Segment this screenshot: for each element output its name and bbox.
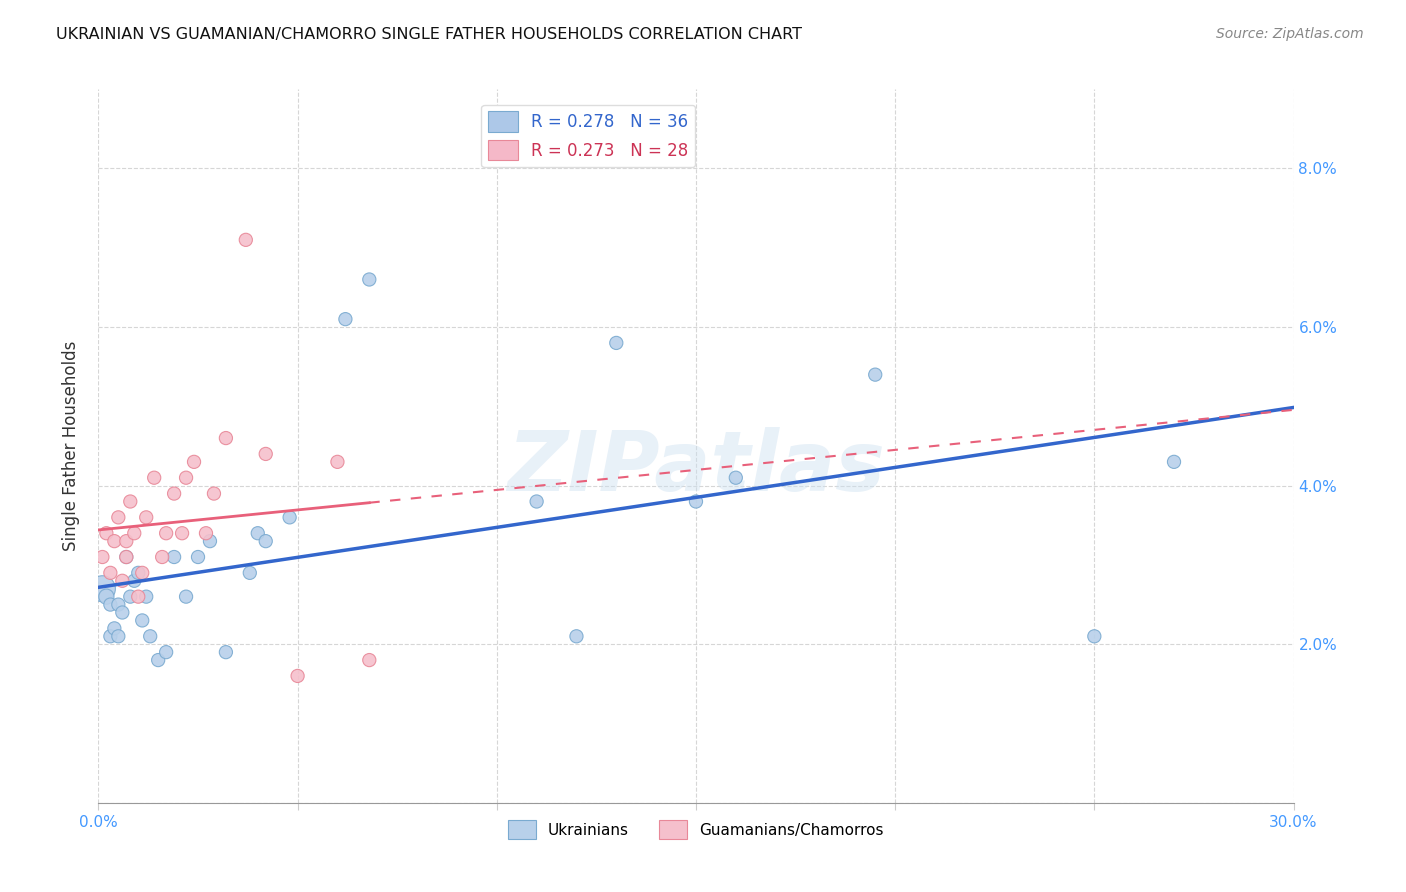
Point (724, 471, 747, 485)
Point (163, 486, 186, 500)
Point (107, 598, 129, 612)
Point (287, 669, 309, 683)
Point (115, 549, 138, 564)
Point (91, 582, 114, 596)
Point (91, 549, 114, 564)
Point (135, 510, 157, 524)
Point (150, 549, 173, 564)
Point (98, 598, 122, 612)
Point (115, 549, 138, 564)
Point (111, 606, 134, 620)
Point (526, 494, 548, 508)
Point (127, 590, 149, 604)
Point (1163, 455, 1185, 469)
Point (98, 629, 122, 643)
Point (127, 566, 149, 580)
Point (202, 486, 225, 500)
Point (120, 590, 142, 604)
Point (107, 510, 129, 524)
Point (131, 614, 153, 628)
Point (326, 455, 349, 469)
Point (359, 272, 381, 286)
Point (155, 645, 177, 659)
Point (239, 566, 262, 580)
Point (96, 590, 118, 604)
Point (163, 549, 186, 564)
Point (172, 526, 194, 541)
Point (139, 629, 162, 643)
Point (103, 621, 125, 635)
Point (278, 510, 301, 524)
Point (565, 629, 588, 643)
Point (215, 431, 238, 445)
Point (107, 629, 129, 643)
Text: Source: ZipAtlas.com: Source: ZipAtlas.com (1216, 27, 1364, 41)
Point (1083, 629, 1105, 643)
Point (187, 549, 209, 564)
Point (359, 653, 381, 667)
Point (254, 447, 277, 461)
Point (335, 312, 357, 326)
Point (685, 494, 707, 508)
Point (143, 471, 166, 485)
Point (174, 471, 197, 485)
Point (124, 574, 146, 588)
Point (605, 335, 627, 350)
Point (235, 233, 257, 247)
Point (96, 526, 118, 541)
Point (98, 566, 122, 580)
Point (155, 526, 177, 541)
Point (124, 526, 146, 541)
Point (174, 590, 197, 604)
Point (120, 494, 142, 508)
Point (198, 534, 221, 549)
Text: ZIPatlas: ZIPatlas (508, 427, 884, 508)
Point (103, 534, 125, 549)
Point (135, 590, 157, 604)
Point (131, 566, 153, 580)
Y-axis label: Single Father Households: Single Father Households (62, 341, 80, 551)
Point (254, 534, 277, 549)
Text: UKRAINIAN VS GUAMANIAN/CHAMORRO SINGLE FATHER HOUSEHOLDS CORRELATION CHART: UKRAINIAN VS GUAMANIAN/CHAMORRO SINGLE F… (56, 27, 803, 42)
Point (115, 534, 138, 549)
Point (111, 574, 134, 588)
Point (183, 455, 205, 469)
Point (246, 526, 269, 541)
Point (195, 526, 218, 541)
Point (865, 368, 887, 382)
Point (215, 645, 238, 659)
Point (148, 653, 170, 667)
Legend: Ukrainians, Guamanians/Chamorros: Ukrainians, Guamanians/Chamorros (502, 814, 890, 845)
